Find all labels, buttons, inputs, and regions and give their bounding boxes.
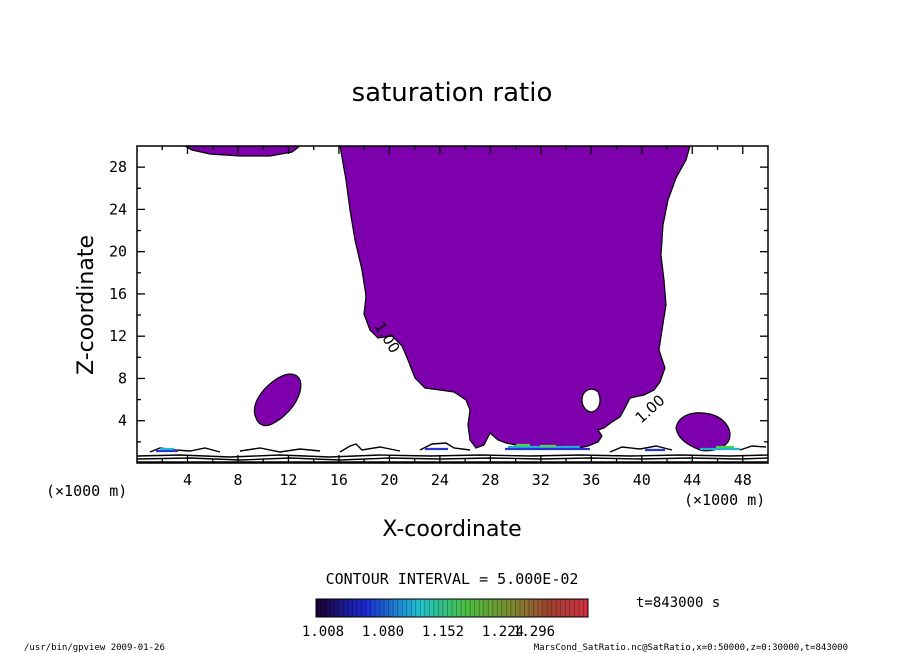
y-tick-label: 24 — [109, 200, 127, 218]
surface-contour-band — [137, 442, 768, 463]
x-tick-label: 40 — [633, 471, 651, 489]
colorbar-gradient — [315, 598, 589, 618]
x-tick-label: 48 — [734, 471, 752, 489]
contour-interval: CONTOUR INTERVAL = 5.000E-02 — [326, 570, 579, 588]
unsaturated-hole — [581, 388, 601, 413]
axis-ticks — [137, 146, 768, 463]
colorbar-label-1: 1.080 — [362, 624, 404, 640]
saturated-region-main — [339, 146, 691, 450]
x-unit-right: (×1000 m) — [684, 491, 765, 509]
y-tick-label: 16 — [109, 285, 127, 303]
y-tick-label: 8 — [118, 369, 127, 387]
colorbar: 1.008 1.080 1.152 1.224 1.296 — [302, 598, 589, 640]
colorbar-label-2: 1.152 — [422, 624, 464, 640]
y-tick-label: 28 — [109, 158, 127, 176]
x-tick-label: 8 — [233, 471, 242, 489]
colorbar-stripes — [315, 599, 589, 617]
x-tick-label: 24 — [431, 471, 449, 489]
y-tick-label: 20 — [109, 243, 127, 261]
x-tick-label: 4 — [183, 471, 192, 489]
footer-left: /usr/bin/gpview 2009-01-26 — [24, 643, 165, 653]
y-tick-label: 4 — [118, 412, 127, 430]
saturated-region-right-blob — [675, 412, 731, 452]
x-unit-left: (×1000 m) — [46, 482, 127, 500]
colorbar-label-0: 1.008 — [302, 624, 344, 640]
x-tick-label: 16 — [330, 471, 348, 489]
surface-color-strips — [156, 443, 740, 453]
footer-right: MarsCond_SatRatio.nc@SatRatio,x=0:50000,… — [534, 643, 848, 653]
saturated-region-left-blob — [253, 373, 302, 427]
x-tick-label: 20 — [380, 471, 398, 489]
chart-title: saturation ratio — [352, 78, 553, 108]
x-tick-label: 28 — [481, 471, 499, 489]
x-tick-label: 32 — [532, 471, 550, 489]
x-axis-label: X-coordinate — [382, 517, 521, 542]
colorbar-label-3: 1.224 — [482, 624, 524, 640]
x-tick-label: 44 — [683, 471, 701, 489]
time-label: t=843000 s — [636, 595, 720, 611]
colorbar-label-4: 1.296 — [513, 624, 555, 640]
y-axis-label: Z-coordinate — [74, 235, 99, 375]
plot-frame — [136, 145, 769, 464]
x-tick-label: 36 — [582, 471, 600, 489]
saturated-region-top-left — [183, 146, 301, 157]
x-tick-label: 12 — [279, 471, 297, 489]
plot-area — [137, 146, 768, 463]
y-tick-label: 12 — [109, 327, 127, 345]
